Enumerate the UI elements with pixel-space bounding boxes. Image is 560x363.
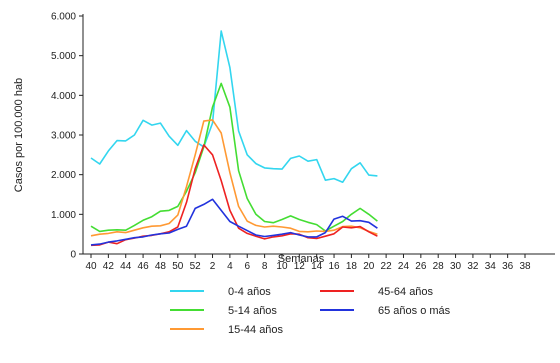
x-tick-label: 36 <box>502 261 514 272</box>
y-tick-label: 6.000 <box>51 12 76 23</box>
legend-label: 15-44 años <box>228 324 284 336</box>
x-tick-label: 42 <box>103 261 115 272</box>
y-tick-label: 2.000 <box>51 170 76 181</box>
x-tick-label: 2 <box>210 261 216 272</box>
x-tick-label: 4 <box>227 261 233 272</box>
series-layer <box>90 30 378 247</box>
series-line-2 <box>90 82 378 233</box>
y-tick-label: 4.000 <box>51 91 76 102</box>
y-axis-title: Casos por 100.000 hab <box>13 78 25 192</box>
x-tick-label: 28 <box>433 261 445 272</box>
x-tick-label: 22 <box>381 261 393 272</box>
series-line-1 <box>90 30 378 183</box>
legend-label: 0-4 años <box>228 286 271 298</box>
x-tick-label: 20 <box>363 261 375 272</box>
x-tick-label: 44 <box>120 261 132 272</box>
x-tick-label: 48 <box>155 261 167 272</box>
x-tick-label: 26 <box>415 261 427 272</box>
x-tick-label: 46 <box>138 261 150 272</box>
x-tick-label: 52 <box>190 261 202 272</box>
y-tick-label: 3.000 <box>51 131 76 142</box>
x-tick-label: 40 <box>85 261 97 272</box>
x-tick-label: 12 <box>294 261 306 272</box>
x-tick-label: 6 <box>244 261 250 272</box>
y-tick-label: 5.000 <box>51 51 76 62</box>
series-line-5 <box>90 198 378 246</box>
x-tick-label: 18 <box>346 261 358 272</box>
y-tick-label: 0 <box>70 250 76 261</box>
legend-label: 45-64 años <box>378 286 434 298</box>
x-tick-label: 30 <box>450 261 462 272</box>
legend-label: 5-14 años <box>228 305 277 317</box>
x-tick-label: 14 <box>311 261 323 272</box>
x-tick-label: 16 <box>328 261 340 272</box>
x-tick-label: 38 <box>519 261 531 272</box>
x-tick-label: 34 <box>485 261 497 272</box>
x-tick-label: 24 <box>398 261 410 272</box>
y-axis-ticks: 0 1.000 2.000 3.000 4.000 5.000 6.000 <box>51 12 83 261</box>
x-tick-label: 50 <box>172 261 184 272</box>
x-axis-ticks: 40 42 44 46 48 50 52 2 4 6 8 10 12 14 16 18 20 22 24 26 28 30… <box>85 254 531 272</box>
x-tick-label: 10 <box>276 261 288 272</box>
legend: 0-4 años 45-64 años 5-14 años 65 años o más… <box>170 286 451 336</box>
x-axis-title: Semanas <box>278 253 325 265</box>
x-tick-label: 32 <box>467 261 479 272</box>
y-tick-label: 1.000 <box>51 210 76 221</box>
x-tick-label: 8 <box>262 261 268 272</box>
legend-label: 65 años o más <box>378 305 451 317</box>
series-line-3 <box>90 119 378 237</box>
